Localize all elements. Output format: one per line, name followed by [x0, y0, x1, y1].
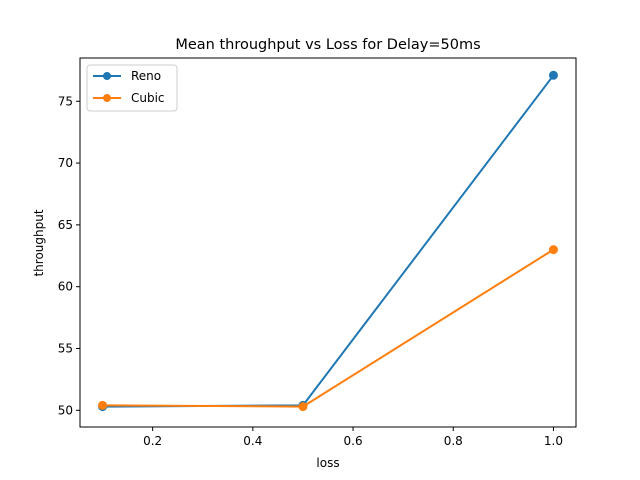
data-point-reno: [548, 70, 558, 80]
y-tick-label: 65: [58, 218, 73, 232]
data-point-cubic: [548, 245, 558, 255]
x-tick-label: 0.6: [344, 434, 363, 448]
y-tick-label: 55: [58, 342, 73, 356]
legend-marker-reno: [103, 72, 111, 80]
legend-marker-cubic: [103, 94, 111, 102]
x-axis: 0.2 0.4 0.6 0.8 1.0: [143, 427, 563, 448]
x-axis-label: loss: [316, 456, 339, 470]
y-tick-label: 50: [58, 403, 73, 417]
y-axis: 50 55 60 65 70 75: [58, 94, 80, 417]
series-line-reno: [102, 74, 555, 408]
series-line-cubic: [102, 248, 554, 408]
legend-label-cubic: Cubic: [131, 91, 165, 105]
x-tick-label: 0.2: [143, 434, 162, 448]
x-tick-label: 0.8: [444, 434, 463, 448]
legend: Reno Cubic: [86, 64, 178, 112]
legend-label-reno: Reno: [131, 69, 161, 83]
y-axis-label: throughput: [32, 209, 46, 276]
x-tick-label: 1.0: [544, 434, 563, 448]
plot-area: [79, 57, 577, 428]
series-layer: [98, 70, 558, 412]
y-tick-label: 60: [58, 280, 73, 294]
data-point-cubic: [298, 402, 308, 412]
y-tick-label: 75: [58, 94, 73, 108]
x-tick-label: 0.4: [243, 434, 262, 448]
data-point-cubic: [98, 400, 108, 410]
y-tick-label: 70: [58, 156, 73, 170]
chart-title: Mean throughput vs Loss for Delay=50ms: [175, 37, 480, 53]
